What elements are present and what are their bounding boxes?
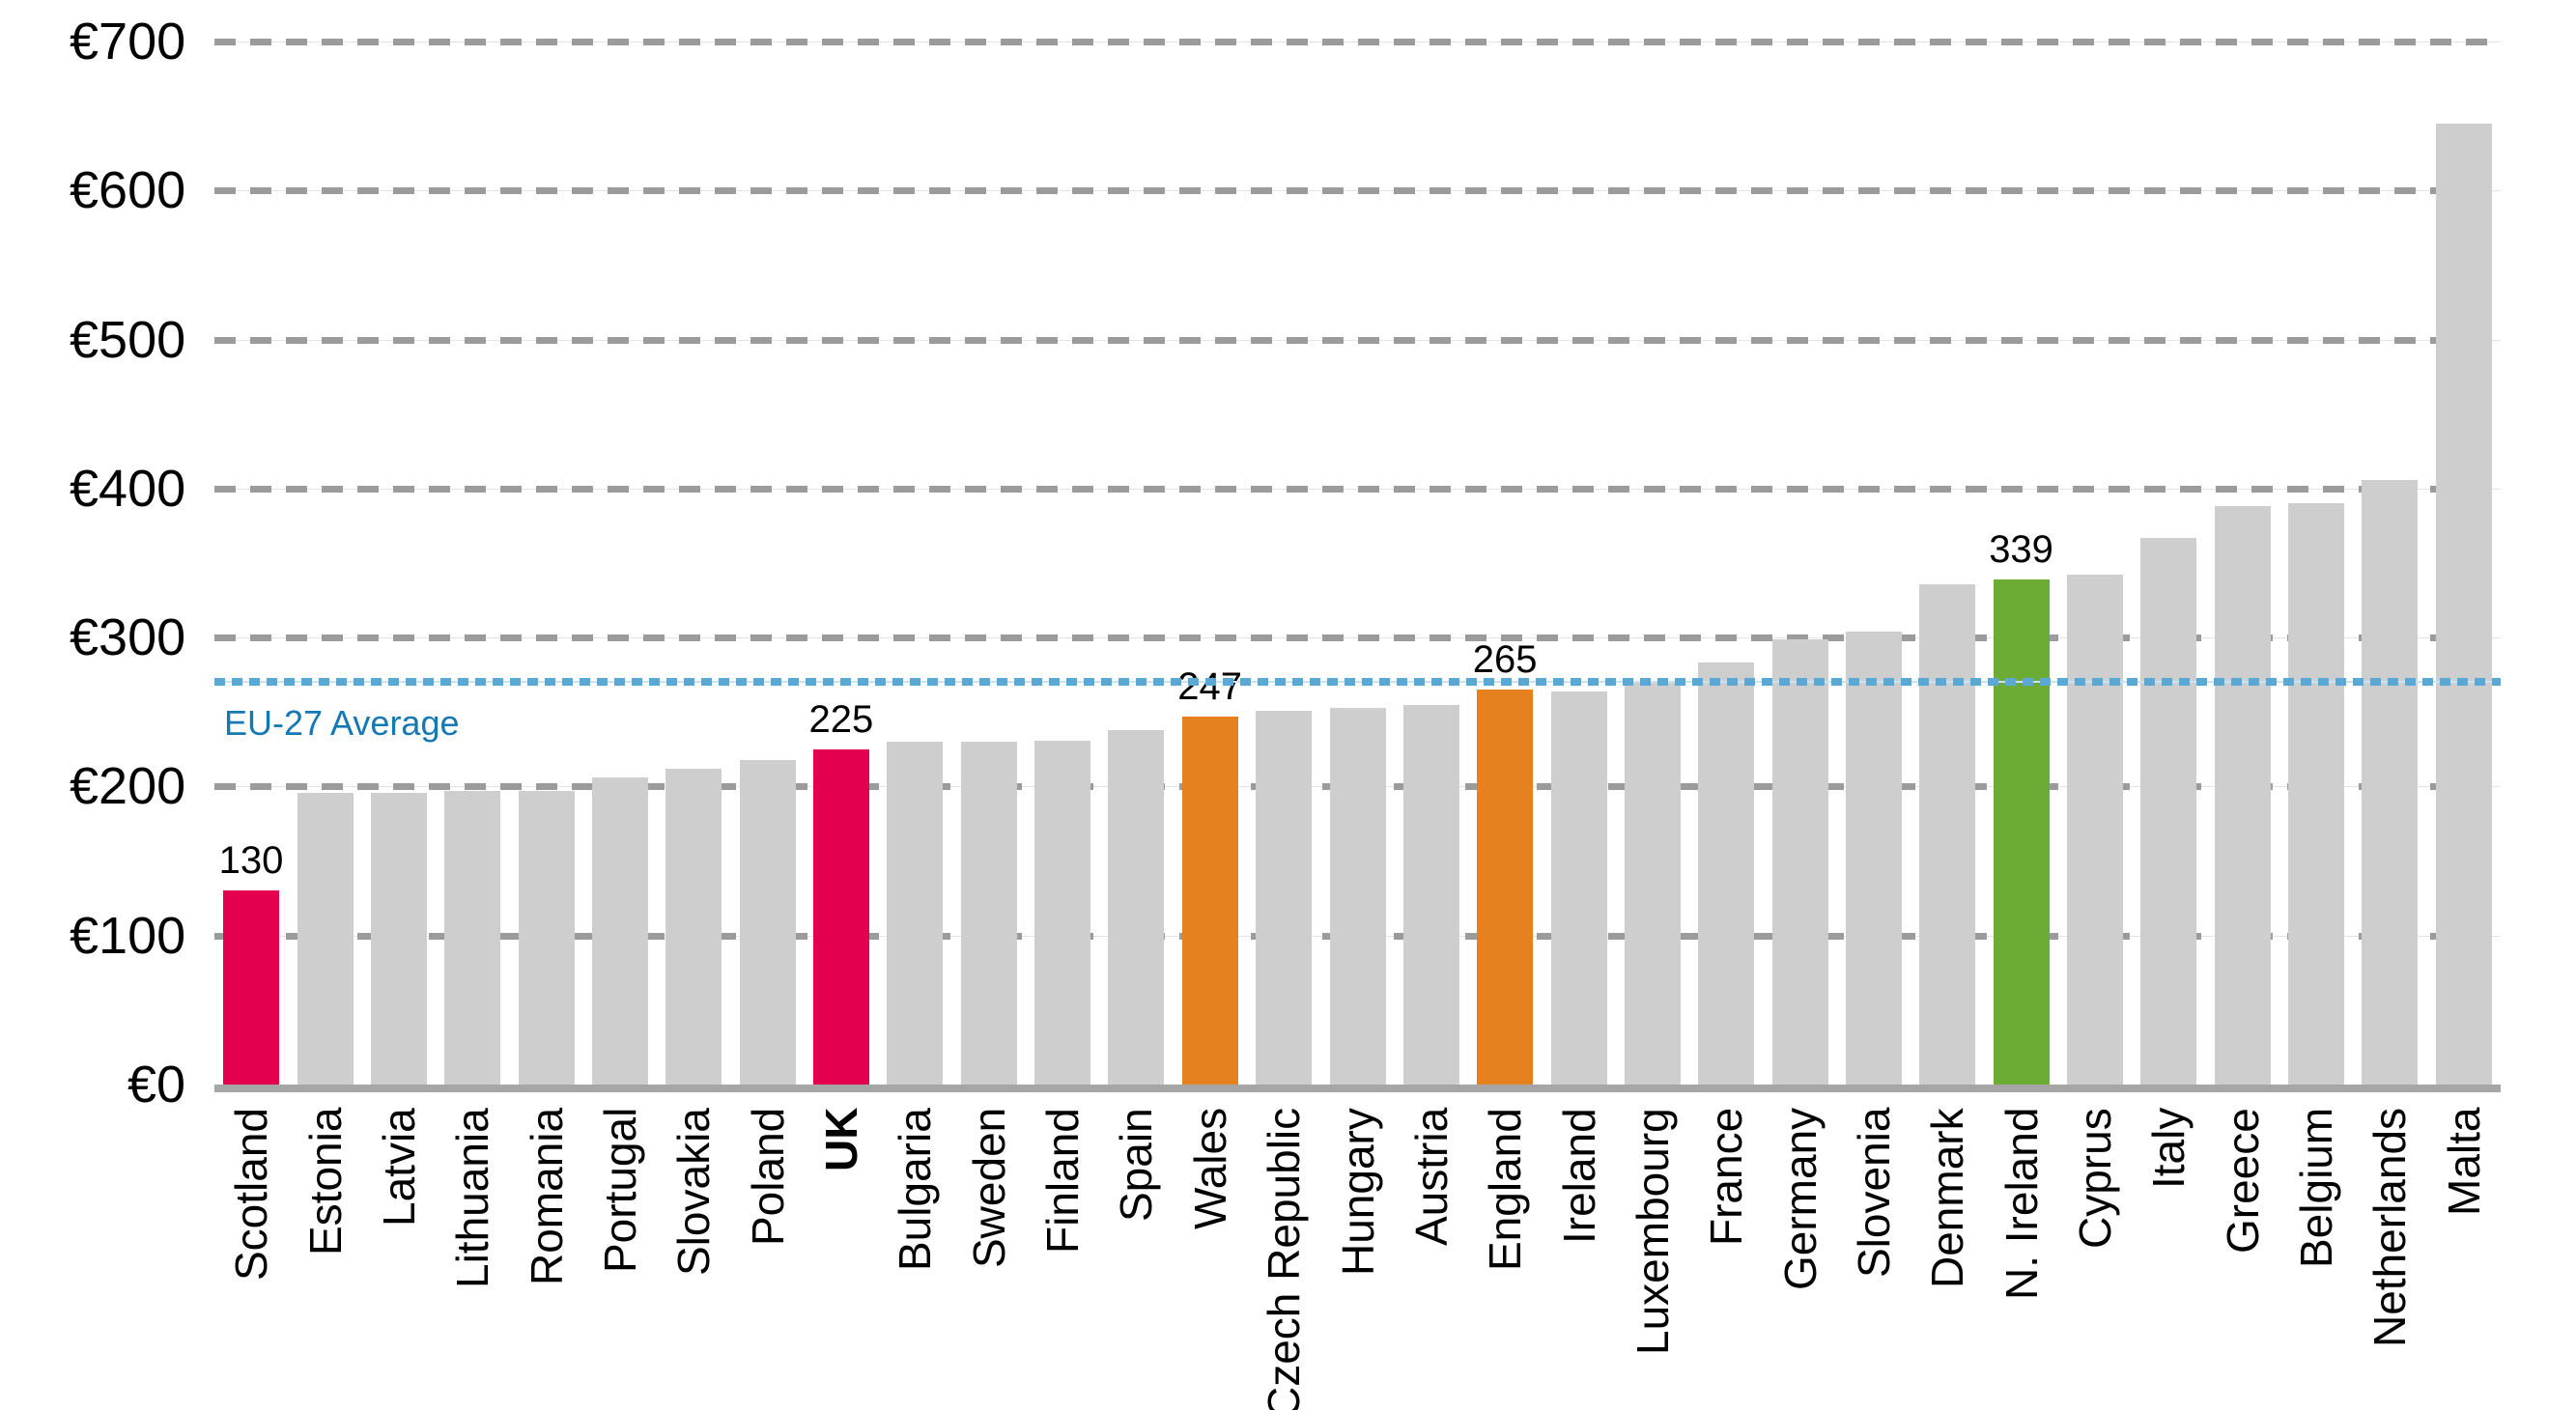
x-axis-label: Cyprus [2070, 1108, 2121, 1249]
bar-slovakia [665, 768, 722, 1085]
bar-italy [2140, 537, 2197, 1085]
x-axis-label: England [1480, 1108, 1531, 1271]
bar-malta [2435, 123, 2492, 1085]
bar-uk [813, 748, 870, 1085]
x-axis-label: Poland [742, 1107, 793, 1246]
bar-sweden [960, 742, 1017, 1085]
x-axis-label: Portugal [594, 1107, 645, 1273]
bar-hungary [1329, 707, 1386, 1085]
bar-denmark [1919, 583, 1976, 1085]
bar-slovenia [1845, 631, 1902, 1085]
y-axis-tick-label: €400 [70, 459, 186, 518]
y-axis-tick-label: €200 [70, 757, 186, 816]
x-axis-label: Sweden [963, 1107, 1014, 1268]
value-label: 130 [218, 839, 284, 883]
eu-average-label: EU-27 Average [224, 703, 460, 744]
bar-england [1477, 690, 1534, 1085]
bar-portugal [591, 777, 648, 1085]
bar-netherlands [2362, 479, 2419, 1085]
bar-spain [1108, 729, 1165, 1085]
x-axis-label: Scotland [226, 1107, 277, 1281]
x-axis-label: Luxembourg [1627, 1108, 1678, 1355]
x-axis-label: Latvia [373, 1108, 424, 1227]
bar-lithuania [444, 791, 501, 1085]
x-axis-label: Ireland [1553, 1108, 1604, 1244]
x-axis-label: Bulgaria [890, 1108, 941, 1271]
x-axis-label: Slovenia [1848, 1107, 1899, 1278]
value-label: 339 [1989, 527, 2053, 571]
bar-finland [1034, 740, 1091, 1085]
y-axis-tick-label: €700 [70, 13, 186, 70]
x-axis-baseline [214, 1085, 2501, 1092]
y-axis-tick-label: €600 [70, 161, 186, 220]
bar-romania [518, 791, 575, 1085]
x-axis-label: Netherlands [2364, 1107, 2416, 1347]
gridline-500 [214, 336, 2501, 344]
gridline-600 [214, 187, 2501, 195]
x-axis-label: Estonia [299, 1107, 351, 1255]
y-axis-tick-label: €100 [70, 906, 186, 965]
x-axis-label: France [1701, 1107, 1752, 1246]
x-axis-label: Denmark [1922, 1108, 1973, 1288]
x-axis-label: Romania [521, 1107, 572, 1285]
x-axis-label: Wales [1184, 1107, 1235, 1229]
y-axis-tick-label: €300 [70, 608, 186, 667]
value-label: 265 [1472, 638, 1538, 682]
x-axis-label: Slovakia [668, 1108, 720, 1276]
bar-germany [1771, 638, 1828, 1085]
bar-luxembourg [1624, 682, 1681, 1085]
gridline-400 [214, 485, 2501, 493]
bar-cyprus [2067, 575, 2124, 1085]
x-axis-label: Germany [1774, 1107, 1826, 1290]
bar-czech-republic [1256, 710, 1313, 1085]
x-axis-label: Belgium [2291, 1107, 2342, 1268]
bar-poland [739, 759, 796, 1085]
bar-ireland [1550, 691, 1607, 1085]
bar-greece [2214, 506, 2271, 1085]
bar-bulgaria [887, 742, 944, 1085]
x-axis-label: Italy [2143, 1107, 2194, 1189]
y-axis-tick-label: €500 [70, 310, 186, 369]
gridline-700 [214, 39, 2501, 45]
bar-france [1698, 663, 1755, 1085]
bar-wales [1181, 716, 1238, 1085]
x-axis-label: Greece [2217, 1108, 2268, 1254]
eu-average-line [214, 678, 2501, 687]
bar-latvia [370, 792, 427, 1085]
bar-austria [1402, 704, 1459, 1085]
value-label: 225 [808, 697, 874, 741]
x-axis-label: Austria [1405, 1107, 1457, 1246]
x-axis-label: Lithuania [447, 1108, 498, 1288]
value-label: 247 [1177, 664, 1243, 708]
x-axis-label: UK [816, 1107, 867, 1171]
x-axis-label: Malta [2438, 1107, 2489, 1216]
y-axis-tick-label: €0 [127, 1056, 186, 1114]
x-axis-label: Hungary [1332, 1108, 1383, 1276]
x-axis-label: Czech Republic [1259, 1107, 1310, 1410]
bar-belgium [2288, 503, 2345, 1085]
bar-n-ireland [1993, 578, 2050, 1085]
x-axis-label: Spain [1111, 1108, 1162, 1222]
bar-scotland [223, 890, 280, 1085]
bar-estonia [297, 792, 354, 1085]
x-axis-label: N. Ireland [1996, 1107, 2047, 1300]
gridline-300 [214, 634, 2501, 642]
x-axis-label: Finland [1037, 1108, 1089, 1254]
